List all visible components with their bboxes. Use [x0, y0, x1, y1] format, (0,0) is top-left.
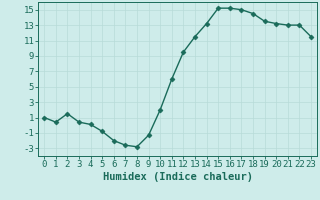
X-axis label: Humidex (Indice chaleur): Humidex (Indice chaleur): [103, 172, 252, 182]
